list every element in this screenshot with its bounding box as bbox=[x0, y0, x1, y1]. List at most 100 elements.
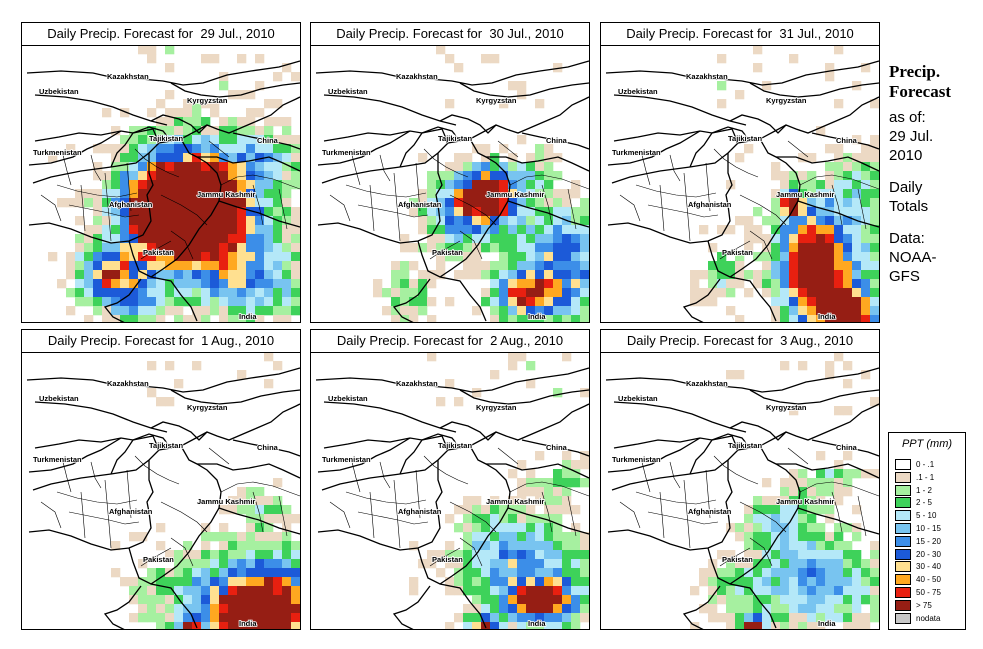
precip-map: Uzbekistan Kazakhstan Kyrgyzstan Tajikistan… bbox=[21, 45, 301, 323]
precip-map: Uzbekistan Kazakhstan Kyrgyzstan Tajikistan… bbox=[600, 352, 880, 630]
heading-line: Forecast bbox=[889, 82, 951, 101]
country-label-jammu-kashmir: Jammu Kashmir bbox=[486, 497, 544, 506]
legend-label: nodata bbox=[916, 613, 941, 623]
country-label-india: India bbox=[528, 619, 546, 628]
country-label-pakistan: Pakistan bbox=[722, 248, 753, 257]
precip-map: Uzbekistan Kazakhstan Kyrgyzstan Tajikistan… bbox=[310, 352, 590, 630]
legend-item: 15 - 20 bbox=[895, 535, 963, 547]
heading-line: Precip. bbox=[889, 62, 941, 81]
legend-label: 30 - 40 bbox=[916, 562, 941, 572]
precip-cells bbox=[409, 352, 590, 630]
source-line: NOAA- bbox=[889, 249, 937, 266]
country-label-kyrgyzstan: Kyrgyzstan bbox=[476, 96, 517, 105]
country-label-tajikistan: Tajikistan bbox=[728, 441, 762, 450]
country-label-turkmenistan: Turkmenistan bbox=[322, 455, 371, 464]
legend-label: .1 - 1 bbox=[916, 472, 935, 482]
country-label-kyrgyzstan: Kyrgyzstan bbox=[766, 403, 807, 412]
country-label-afghanistan: Afghanistan bbox=[109, 200, 153, 209]
country-label-pakistan: Pakistan bbox=[143, 555, 174, 564]
country-label-kyrgyzstan: Kyrgyzstan bbox=[187, 96, 228, 105]
country-label-uzbekistan: Uzbekistan bbox=[39, 87, 79, 96]
country-label-jammu-kashmir: Jammu Kashmir bbox=[486, 190, 544, 199]
precip-cells bbox=[690, 352, 880, 630]
country-label-pakistan: Pakistan bbox=[722, 555, 753, 564]
forecast-panel-2: Daily Precip. Forecast for 30 Jul., 2010… bbox=[310, 22, 590, 323]
daily-line: Totals bbox=[889, 198, 929, 215]
legend-swatch bbox=[895, 587, 911, 598]
country-label-afghanistan: Afghanistan bbox=[688, 200, 732, 209]
country-label-india: India bbox=[818, 312, 836, 321]
legend-label: 40 - 50 bbox=[916, 575, 941, 585]
legend-item: 30 - 40 bbox=[895, 561, 963, 573]
country-label-kazakhstan: Kazakhstan bbox=[107, 72, 149, 81]
forecast-panel-5: Daily Precip. Forecast for 2 Aug., 2010 … bbox=[310, 329, 590, 630]
country-label-tajikistan: Tajikistan bbox=[438, 134, 472, 143]
country-label-china: China bbox=[257, 443, 279, 452]
panel-title: Daily Precip. Forecast for 2 Aug., 2010 bbox=[310, 329, 590, 353]
source-line: Data: bbox=[889, 230, 925, 247]
legend-swatch bbox=[895, 535, 911, 547]
country-label-uzbekistan: Uzbekistan bbox=[328, 394, 368, 403]
legend-item: 5 - 10 bbox=[895, 510, 963, 522]
legend-item: 0 - .1 bbox=[895, 459, 963, 470]
country-label-turkmenistan: Turkmenistan bbox=[612, 455, 661, 464]
country-label-india: India bbox=[528, 312, 546, 321]
country-label-uzbekistan: Uzbekistan bbox=[39, 394, 79, 403]
legend-swatch bbox=[895, 471, 911, 483]
source-line: GFS bbox=[889, 268, 920, 285]
country-label-turkmenistan: Turkmenistan bbox=[33, 455, 82, 464]
precip-map: Uzbekistan Kazakhstan Kyrgyzstan Tajikistan… bbox=[21, 352, 301, 630]
country-label-pakistan: Pakistan bbox=[143, 248, 174, 257]
boundary-lines bbox=[605, 367, 880, 630]
legend-label: 50 - 75 bbox=[916, 588, 941, 597]
ppt-legend: PPT (mm) 0 - .1 .1 - 1 1 - 2 2 - 5 5 - 10 10 … bbox=[888, 432, 966, 630]
legend-swatch bbox=[895, 484, 911, 496]
boundary-lines bbox=[315, 367, 590, 630]
legend-label: 5 - 10 bbox=[916, 511, 937, 521]
country-label-kyrgyzstan: Kyrgyzstan bbox=[766, 96, 807, 105]
legend-label: 15 - 20 bbox=[916, 536, 941, 546]
country-label-china: China bbox=[546, 443, 568, 452]
asof-line: 2010 bbox=[889, 147, 923, 164]
country-label-india: India bbox=[239, 619, 257, 628]
legend-item: 1 - 2 bbox=[895, 484, 963, 496]
boundary-lines bbox=[26, 367, 301, 630]
legend-swatch bbox=[895, 574, 911, 586]
legend-swatch bbox=[895, 459, 911, 470]
legend-item: 2 - 5 bbox=[895, 497, 963, 509]
country-label-kazakhstan: Kazakhstan bbox=[686, 379, 728, 388]
legend-swatch bbox=[895, 561, 911, 573]
legend-item: > 75 bbox=[895, 599, 963, 611]
country-label-kyrgyzstan: Kyrgyzstan bbox=[476, 403, 517, 412]
precip-cells bbox=[690, 45, 880, 323]
country-label-kazakhstan: Kazakhstan bbox=[686, 72, 728, 81]
legend-swatch bbox=[895, 497, 911, 509]
legend-item: 10 - 15 bbox=[895, 523, 963, 534]
country-label-india: India bbox=[239, 312, 257, 321]
country-label-tajikistan: Tajikistan bbox=[149, 134, 183, 143]
country-label-jammu-kashmir: Jammu Kashmir bbox=[197, 190, 255, 199]
panel-title: Daily Precip. Forecast for 30 Jul., 2010 bbox=[310, 22, 590, 46]
country-label-afghanistan: Afghanistan bbox=[398, 200, 442, 209]
country-label-turkmenistan: Turkmenistan bbox=[33, 148, 82, 157]
legend-label: 20 - 30 bbox=[916, 549, 941, 559]
country-label-kyrgyzstan: Kyrgyzstan bbox=[187, 403, 228, 412]
forecast-panel-6: Daily Precip. Forecast for 3 Aug., 2010 … bbox=[600, 329, 880, 630]
country-label-china: China bbox=[546, 136, 568, 145]
country-label-kazakhstan: Kazakhstan bbox=[107, 379, 149, 388]
country-label-uzbekistan: Uzbekistan bbox=[618, 87, 658, 96]
legend-label: 1 - 2 bbox=[916, 485, 933, 495]
legend-title: PPT (mm) bbox=[901, 438, 953, 450]
forecast-panel-4: Daily Precip. Forecast for 1 Aug., 2010 … bbox=[21, 329, 301, 630]
boundary-lines bbox=[315, 60, 590, 323]
legend-swatch bbox=[895, 612, 911, 624]
legend-swatch bbox=[895, 548, 911, 560]
country-label-turkmenistan: Turkmenistan bbox=[322, 148, 371, 157]
forecast-panel-3: Daily Precip. Forecast for 31 Jul., 2010… bbox=[600, 22, 880, 323]
country-label-tajikistan: Tajikistan bbox=[149, 441, 183, 450]
asof-line: as of: bbox=[889, 109, 926, 126]
legend-swatch bbox=[895, 599, 911, 611]
country-label-kazakhstan: Kazakhstan bbox=[396, 72, 438, 81]
country-label-jammu-kashmir: Jammu Kashmir bbox=[197, 497, 255, 506]
precip-map: Uzbekistan Kazakhstan Kyrgyzstan Tajikistan… bbox=[310, 45, 590, 323]
